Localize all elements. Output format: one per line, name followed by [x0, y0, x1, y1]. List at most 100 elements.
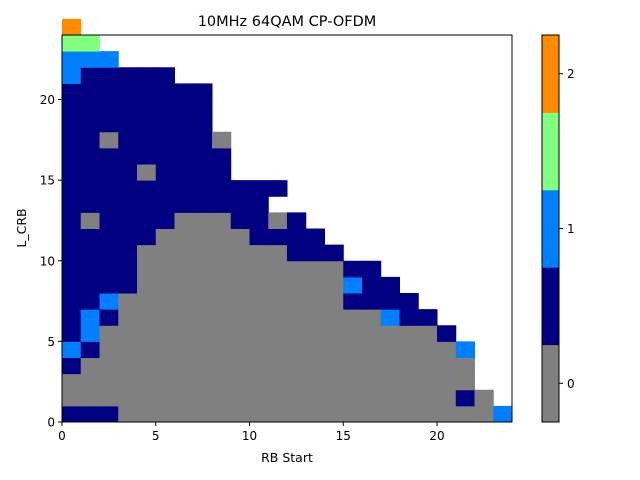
- heatmap-cell: [155, 180, 175, 197]
- heatmap-cell: [230, 405, 250, 423]
- heatmap-cell: [80, 115, 100, 133]
- heatmap-cell: [155, 131, 175, 149]
- heatmap-cell: [212, 196, 232, 213]
- y-tick-label: 15: [40, 174, 55, 188]
- heatmap-cell: [80, 341, 100, 359]
- heatmap-cell: [99, 67, 119, 84]
- heatmap-cell: [62, 67, 82, 84]
- heatmap-cell: [80, 357, 100, 375]
- heatmap-cell: [230, 228, 250, 246]
- heatmap-cell: [249, 260, 269, 278]
- heatmap-cell: [287, 244, 307, 262]
- heatmap-cell: [287, 212, 307, 230]
- heatmap-cell: [137, 389, 157, 407]
- heatmap-cell: [437, 325, 457, 342]
- heatmap-cell: [174, 276, 194, 294]
- heatmap-cell: [137, 228, 157, 246]
- heatmap-cell: [212, 276, 232, 294]
- heatmap-cell: [99, 389, 119, 407]
- heatmap-cell: [455, 373, 475, 391]
- heatmap-cell: [174, 309, 194, 326]
- heatmap-cell: [80, 83, 100, 101]
- heatmap-cell: [474, 389, 494, 407]
- heatmap-cell: [437, 341, 457, 359]
- heatmap-cell: [99, 228, 119, 246]
- heatmap-cell: [80, 147, 100, 165]
- heatmap-cell: [249, 196, 269, 213]
- heatmap-cell: [287, 357, 307, 375]
- heatmap-cell: [249, 389, 269, 407]
- heatmap-cell: [399, 325, 419, 342]
- heatmap-cell: [287, 341, 307, 359]
- heatmap-cell: [80, 276, 100, 294]
- y-axis-label: L_CRB: [14, 208, 29, 247]
- colorbar-segment: [542, 344, 559, 423]
- heatmap-cell: [155, 276, 175, 294]
- heatmap-cell: [155, 373, 175, 391]
- heatmap-cell: [155, 196, 175, 213]
- heatmap-cell: [193, 99, 213, 117]
- heatmap-cell: [193, 389, 213, 407]
- heatmap-cell: [249, 309, 269, 326]
- heatmap-cell: [62, 51, 82, 68]
- heatmap-cell: [362, 357, 382, 375]
- heatmap-cell: [118, 164, 138, 181]
- heatmap-cell: [62, 180, 82, 197]
- heatmap-cell: [249, 341, 269, 359]
- heatmap-cell: [62, 115, 82, 133]
- heatmap-cell: [174, 405, 194, 423]
- heatmap-cell: [230, 389, 250, 407]
- colorbar-tick-label: 2: [567, 67, 575, 81]
- heatmap-cell: [155, 244, 175, 262]
- heatmap-cell: [174, 147, 194, 165]
- heatmap-cell: [380, 357, 400, 375]
- heatmap-cell: [193, 147, 213, 165]
- heatmap-cell: [212, 180, 232, 197]
- heatmap-cell: [343, 260, 363, 278]
- heatmap-cell: [249, 180, 269, 197]
- heatmap-cell: [62, 260, 82, 278]
- heatmap-cell: [418, 341, 438, 359]
- heatmap-cell: [99, 373, 119, 391]
- heatmap-cell: [155, 389, 175, 407]
- y-tick-label: 0: [47, 416, 55, 430]
- heatmap-cell: [418, 373, 438, 391]
- heatmap-cell: [155, 325, 175, 342]
- heatmap-cell: [137, 309, 157, 326]
- heatmap-cell: [80, 260, 100, 278]
- heatmap-cell: [193, 228, 213, 246]
- heatmap-cell: [193, 341, 213, 359]
- heatmap-cell: [399, 309, 419, 326]
- heatmap-cell: [137, 341, 157, 359]
- heatmap-cell: [324, 389, 344, 407]
- heatmap-cell: [99, 212, 119, 230]
- heatmap-cell: [80, 212, 100, 230]
- heatmap-cell: [305, 293, 325, 310]
- heatmap-cell: [174, 389, 194, 407]
- heatmap-cell: [343, 276, 363, 294]
- x-tick-label: 5: [152, 429, 160, 443]
- heatmap-cell: [137, 180, 157, 197]
- chart-title: 10MHz 64QAM CP-OFDM: [198, 14, 377, 30]
- heatmap-cell: [212, 164, 232, 181]
- heatmap-cell: [174, 115, 194, 133]
- heatmap-cell: [212, 389, 232, 407]
- heatmap-cell: [230, 341, 250, 359]
- heatmap-cell: [137, 196, 157, 213]
- heatmap-cell: [174, 373, 194, 391]
- heatmap-cell: [249, 357, 269, 375]
- heatmap-cell: [305, 276, 325, 294]
- heatmap-cell: [418, 389, 438, 407]
- heatmap-cell: [118, 405, 138, 423]
- heatmap-cell: [99, 83, 119, 101]
- heatmap-cell: [174, 83, 194, 101]
- heatmap-cell: [287, 293, 307, 310]
- heatmap-cell: [155, 357, 175, 375]
- heatmap-cell: [249, 325, 269, 342]
- heatmap-cell: [305, 260, 325, 278]
- heatmap-cell: [418, 405, 438, 423]
- heatmap-cell: [362, 341, 382, 359]
- heatmap-cell: [268, 357, 288, 375]
- heatmap-cell: [268, 276, 288, 294]
- heatmap-cell: [362, 325, 382, 342]
